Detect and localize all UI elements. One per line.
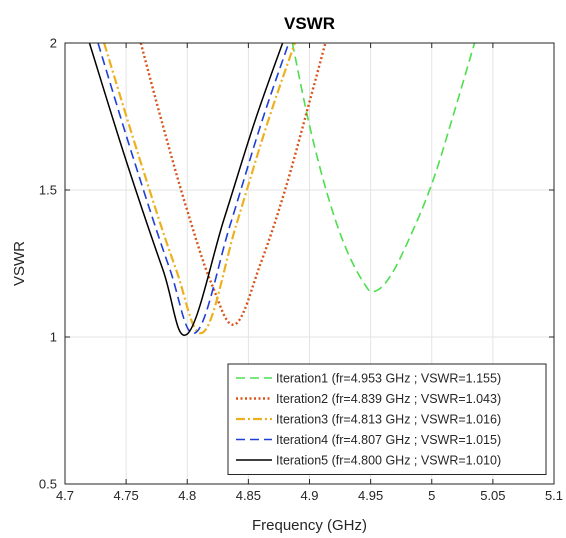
y-tick-label: 2 [50, 36, 57, 51]
series-line-iteration4 [97, 43, 290, 335]
y-tick-label: 1.5 [39, 183, 57, 198]
legend: Iteration1 (fr=4.953 GHz ; VSWR=1.155) It… [227, 363, 547, 475]
legend-entry: Iteration5 (fr=4.800 GHz ; VSWR=1.010) [276, 454, 501, 468]
x-tick-label: 4.9 [300, 488, 318, 503]
x-tick-label: 5.1 [545, 488, 563, 503]
y-axis-label: VSWR [11, 241, 28, 286]
x-tick-label: 5.05 [480, 488, 505, 503]
x-tick-label: 4.75 [113, 488, 138, 503]
x-axis-label: Frequency (GHz) [252, 517, 367, 534]
series-line-iteration1 [291, 43, 476, 293]
x-tick-label: 4.8 [178, 488, 196, 503]
legend-box [227, 363, 547, 475]
series-line-iteration5 [88, 43, 284, 337]
y-tick-label: 0.5 [39, 477, 57, 492]
legend-entry: Iteration2 (fr=4.839 GHz ; VSWR=1.043) [276, 392, 501, 406]
y-tick-label: 1 [50, 330, 57, 345]
axis-ticks: 4.7 4.75 4.8 4.85 4.9 4.95 5 5.05 5.1 0.5 1 1.5 2 [39, 36, 563, 504]
series-line-iteration3 [103, 43, 296, 335]
chart-title: VSWR [284, 14, 335, 33]
series-layer [88, 43, 476, 337]
x-tick-label: 4.85 [236, 488, 261, 503]
legend-entry: Iteration4 (fr=4.807 GHz ; VSWR=1.015) [276, 433, 501, 447]
legend-entry: Iteration3 (fr=4.813 GHz ; VSWR=1.016) [276, 413, 501, 427]
x-tick-label: 4.95 [358, 488, 383, 503]
x-tick-label: 4.7 [56, 488, 74, 503]
x-tick-label: 5 [428, 488, 435, 503]
legend-entry: Iteration1 (fr=4.953 GHz ; VSWR=1.155) [276, 372, 501, 386]
